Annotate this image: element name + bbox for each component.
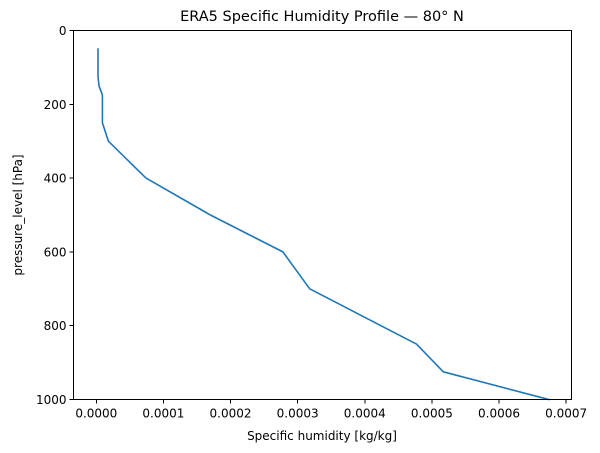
x-tick-label: 0.0004 <box>344 407 386 421</box>
y-tick-label: 400 <box>44 172 67 186</box>
x-tick-label: 0.0000 <box>75 407 117 421</box>
x-tick-label: 0.0007 <box>545 407 587 421</box>
x-tick-label: 0.0003 <box>277 407 319 421</box>
y-tick-label: 0 <box>59 24 67 38</box>
y-axis: 0 200 400 600 800 1000 <box>36 24 74 407</box>
x-axis: 0.0000 0.0001 0.0002 0.0003 0.0004 0.0005 0.00… <box>75 399 587 421</box>
x-tick-label: 0.0002 <box>210 407 252 421</box>
y-tick-label: 600 <box>44 245 67 259</box>
x-tick-label: 0.0001 <box>142 407 184 421</box>
x-tick-label: 0.0006 <box>478 407 520 421</box>
y-axis-label: pressure_level [hPa] <box>11 154 25 275</box>
y-tick-label: 200 <box>44 98 67 112</box>
plot-area <box>97 48 550 401</box>
y-tick-label: 800 <box>44 319 67 333</box>
y-tick-label: 1000 <box>36 393 67 407</box>
humidity-profile-line <box>97 48 550 401</box>
chart-title: ERA5 Specific Humidity Profile — 80° N <box>180 9 464 25</box>
plot-frame <box>73 30 572 400</box>
x-tick-label: 0.0005 <box>411 407 453 421</box>
x-axis-label: Specific humidity [kg/kg] <box>247 429 397 443</box>
